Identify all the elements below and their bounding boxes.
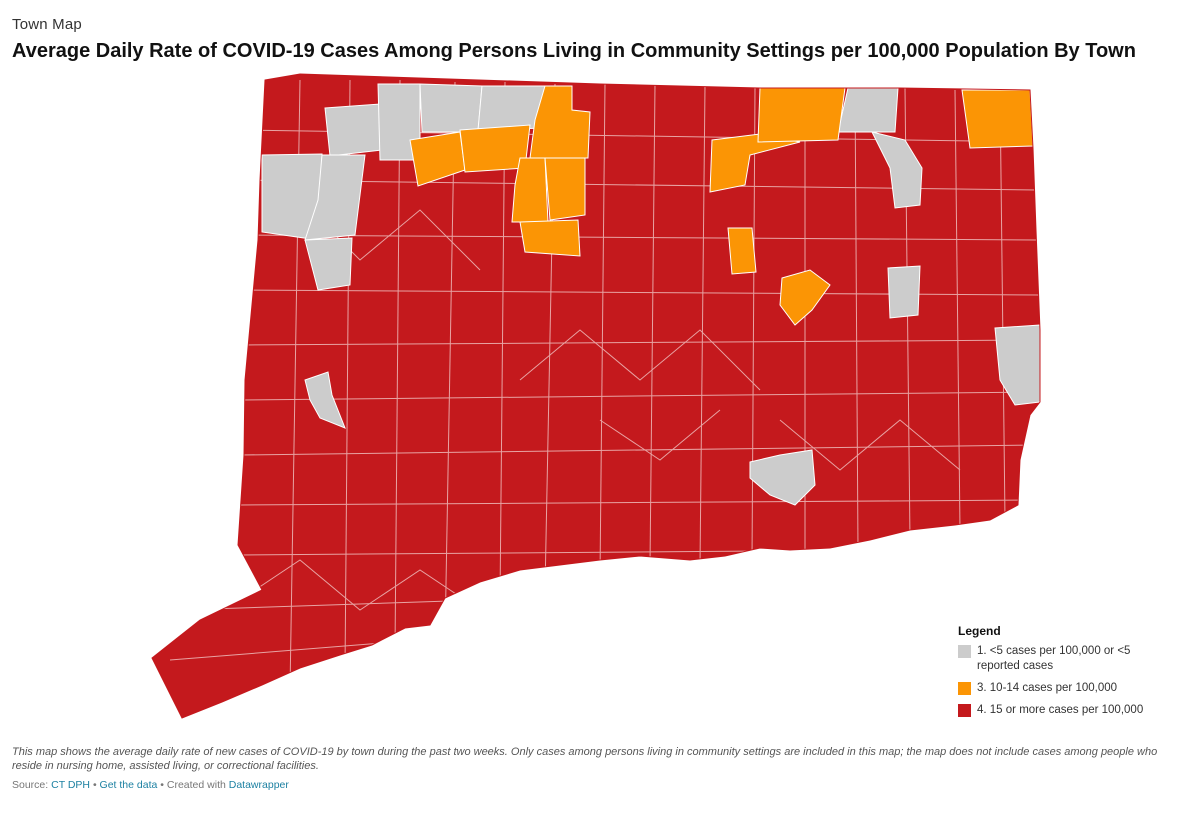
legend-title: Legend — [958, 624, 1001, 638]
town-gray — [419, 83, 483, 133]
legend-swatch-red — [958, 704, 971, 717]
map-title: Average Daily Rate of COVID-19 Cases Amo… — [12, 40, 1136, 62]
created-with-text: Created with — [166, 779, 226, 791]
source-prefix: Source: — [12, 779, 49, 791]
legend-item-red: 4. 15 or more cases per 100,000 — [958, 703, 1168, 718]
separator: • — [160, 779, 164, 791]
town-orange — [544, 157, 586, 221]
town-orange — [529, 85, 591, 159]
legend-label-gray: 1. <5 cases per 100,000 or <5 reported c… — [977, 645, 1131, 672]
gray-towns — [261, 83, 1040, 506]
town-gray — [871, 131, 923, 209]
town-orange — [519, 219, 581, 257]
map-legend: Legend 1. <5 cases per 100,000 or <5 rep… — [958, 624, 1168, 725]
town-orange — [779, 269, 831, 326]
legend-item-orange: 3. 10-14 cases per 100,000 — [958, 681, 1168, 696]
source-link[interactable]: CT DPH — [51, 779, 91, 791]
get-data-link[interactable]: Get the data — [99, 779, 158, 791]
town-orange — [961, 89, 1034, 149]
separator: • — [92, 779, 97, 791]
legend-label-red: 4. 15 or more cases per 100,000 — [977, 704, 1144, 716]
town-gray — [994, 324, 1040, 406]
town-gray — [837, 87, 899, 133]
town-orange — [727, 227, 757, 275]
legend-swatch-gray — [958, 645, 971, 658]
source-line: Source: CT DPH • Get the data • Created … — [12, 779, 289, 791]
town-gray — [304, 237, 353, 291]
map-kicker: Town Map — [12, 16, 82, 33]
datawrapper-link[interactable]: Datawrapper — [228, 779, 289, 791]
map-notes: This map shows the average daily rate of… — [12, 746, 1158, 772]
legend-item-gray: 1. <5 cases per 100,000 or <5 reported c… — [958, 644, 1168, 674]
town-gray — [304, 154, 366, 241]
orange-towns — [409, 85, 1034, 326]
state-border — [151, 73, 1041, 719]
legend-swatch-orange — [958, 682, 971, 695]
town-gray — [887, 265, 921, 319]
town-gray — [304, 371, 346, 429]
town-gray — [749, 449, 816, 506]
town-gray — [324, 103, 383, 157]
town-orange — [757, 87, 846, 143]
legend-label-orange: 3. 10-14 cases per 100,000 — [977, 682, 1118, 694]
